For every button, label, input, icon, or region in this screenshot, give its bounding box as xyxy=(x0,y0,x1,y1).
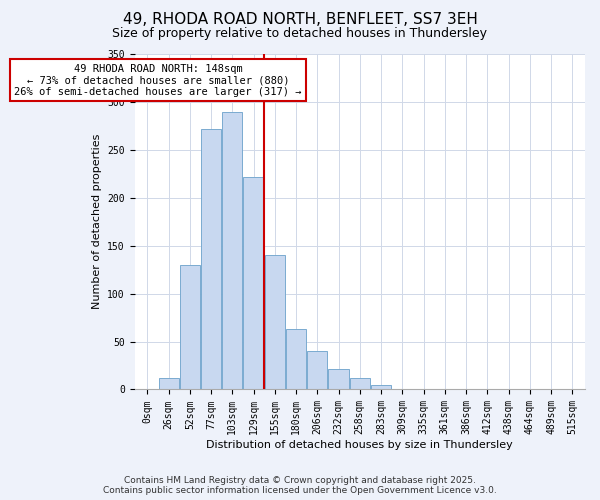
Bar xyxy=(286,329,306,390)
Text: Size of property relative to detached houses in Thundersley: Size of property relative to detached ho… xyxy=(113,28,487,40)
Bar xyxy=(307,351,328,390)
Text: 49, RHODA ROAD NORTH, BENFLEET, SS7 3EH: 49, RHODA ROAD NORTH, BENFLEET, SS7 3EH xyxy=(122,12,478,28)
Bar xyxy=(158,378,179,390)
Bar xyxy=(328,370,349,390)
Bar xyxy=(201,129,221,390)
Bar xyxy=(180,265,200,390)
Bar xyxy=(371,384,391,390)
Bar xyxy=(350,378,370,390)
Bar xyxy=(265,256,285,390)
Text: Contains HM Land Registry data © Crown copyright and database right 2025.
Contai: Contains HM Land Registry data © Crown c… xyxy=(103,476,497,495)
Bar xyxy=(222,112,242,390)
X-axis label: Distribution of detached houses by size in Thundersley: Distribution of detached houses by size … xyxy=(206,440,513,450)
Bar xyxy=(244,176,263,390)
Y-axis label: Number of detached properties: Number of detached properties xyxy=(92,134,102,310)
Text: 49 RHODA ROAD NORTH: 148sqm
← 73% of detached houses are smaller (880)
26% of se: 49 RHODA ROAD NORTH: 148sqm ← 73% of det… xyxy=(14,64,302,97)
